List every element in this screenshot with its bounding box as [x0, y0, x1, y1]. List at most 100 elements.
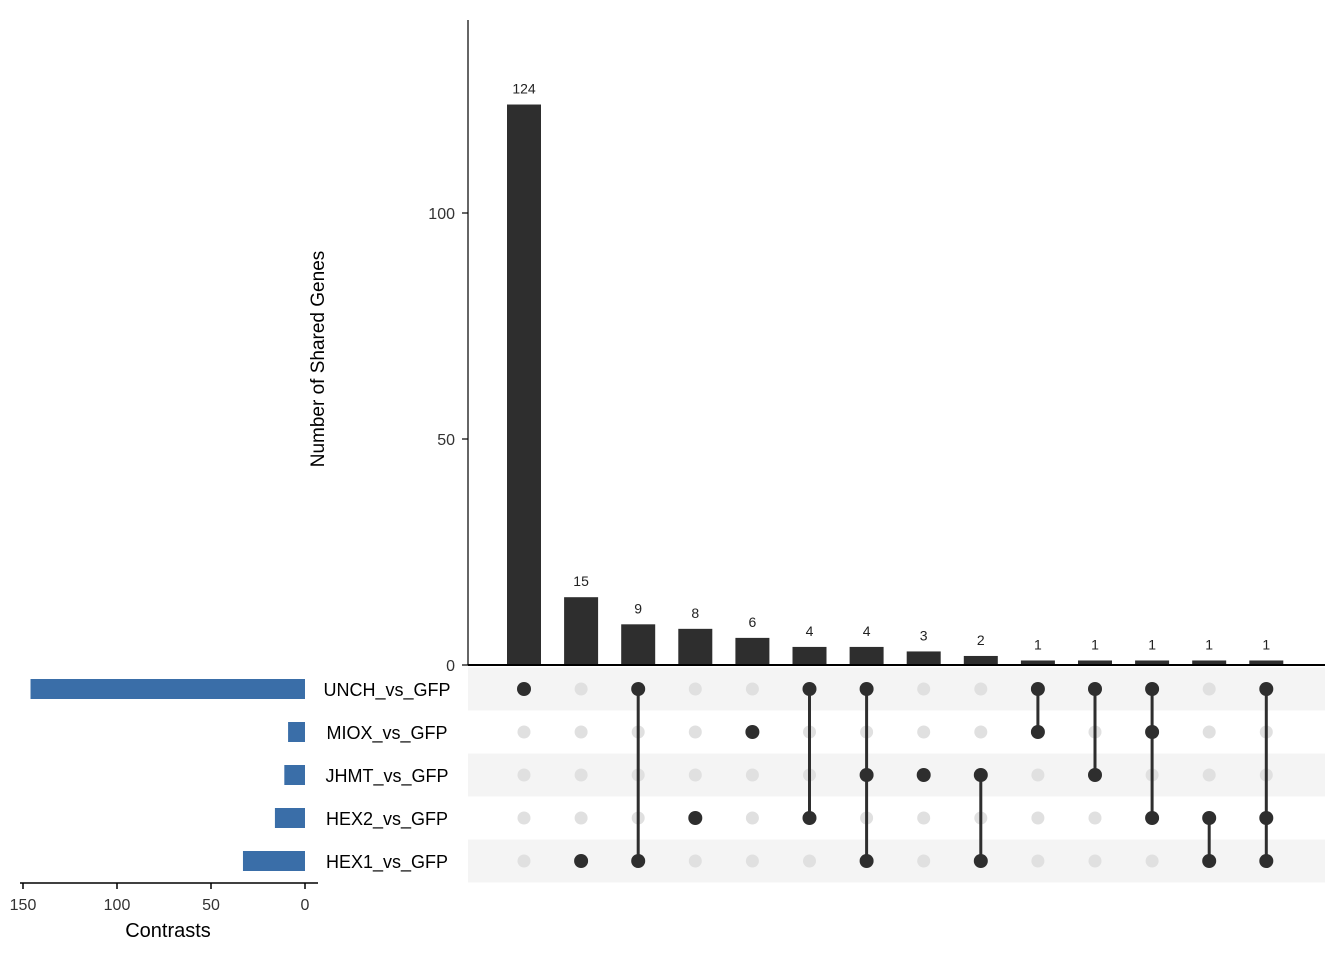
matrix-dot-inactive — [917, 725, 931, 739]
matrix-dot-inactive — [917, 854, 931, 868]
bar-value-label: 3 — [920, 627, 928, 643]
matrix-dot-active — [1088, 768, 1102, 782]
matrix-dot-inactive — [517, 725, 531, 739]
matrix-dot-active — [1030, 682, 1045, 696]
matrix-dot-inactive — [917, 682, 931, 696]
bar-value-label: 6 — [749, 614, 757, 630]
matrix-dot-active — [631, 682, 646, 696]
set-size-bar — [274, 808, 305, 828]
matrix-dot-inactive — [803, 854, 816, 868]
bar-value-label: 4 — [806, 623, 814, 639]
bar-value-label: 8 — [691, 605, 699, 621]
set-size-bars: UNCH_vs_GFP MIOX_vs_GFP JHMT_vs_GFP HEX2_vs… — [30, 679, 451, 873]
set-name-label: JHMT_vs_GFP — [325, 766, 448, 787]
set-size-bar — [30, 679, 306, 699]
set-name-label: MIOX_vs_GFP — [326, 723, 447, 744]
intersection-bar — [963, 655, 998, 665]
matrix-dot-inactive — [917, 811, 931, 825]
y-axis-title: Number of Shared Genes — [308, 251, 329, 468]
matrix-dot-inactive — [574, 725, 588, 739]
matrix-dot-active — [802, 811, 817, 825]
bar-value-label: 1 — [1148, 636, 1156, 652]
matrix-dot-active — [973, 768, 988, 782]
y-axis: 0 50 100 — [428, 20, 1325, 675]
intersection-bar — [906, 651, 941, 665]
bar-value-label: 4 — [863, 623, 871, 639]
intersection-bar — [621, 624, 656, 665]
matrix-dot-inactive — [688, 768, 702, 782]
intersection-bar — [564, 597, 599, 665]
matrix-dot-inactive — [1088, 854, 1102, 868]
matrix-dot-inactive — [1031, 854, 1045, 868]
matrix-dot-inactive — [974, 725, 988, 739]
matrix-dot-inactive — [517, 768, 531, 782]
matrix-stripe — [468, 753, 1325, 797]
matrix-dot-inactive — [745, 854, 759, 868]
matrix-dot-active — [1145, 725, 1160, 739]
matrix-dot-inactive — [517, 811, 531, 825]
matrix-dot-active — [517, 682, 531, 696]
matrix-dot-inactive — [574, 768, 588, 782]
matrix-dot-active — [1088, 682, 1102, 696]
matrix-dot-inactive — [1145, 854, 1159, 868]
matrix-dot-inactive — [688, 682, 702, 696]
matrix-dot-active — [1259, 854, 1274, 868]
bar-value-label: 1 — [1034, 636, 1042, 652]
intersection-bar — [1135, 660, 1170, 665]
intersection-bar — [1192, 660, 1227, 665]
set-name-label: HEX2_vs_GFP — [326, 809, 448, 830]
bar-value-label: 1 — [1091, 636, 1099, 652]
matrix-dot-inactive — [1031, 768, 1045, 782]
matrix-dot-inactive — [745, 768, 759, 782]
matrix-dot-inactive — [1202, 682, 1216, 696]
matrix-dot-active — [745, 725, 760, 739]
matrix-dot-active — [859, 682, 874, 696]
matrix-stripe — [468, 667, 1325, 711]
bar-value-label: 15 — [573, 573, 589, 589]
matrix-dot-active — [688, 811, 703, 825]
set-axis-tick-label: 100 — [104, 897, 131, 914]
intersection-bar — [849, 646, 884, 665]
intersection-bar — [1020, 660, 1055, 665]
matrix-dot-active — [1202, 811, 1217, 825]
matrix-dot-inactive — [688, 854, 702, 868]
set-size-axis: 150 100 50 0 — [10, 882, 318, 914]
membership-matrix — [517, 682, 1274, 868]
set-axis-tick-label: 0 — [301, 897, 310, 914]
matrix-dot-active — [1202, 854, 1217, 868]
bar-value-label: 124 — [512, 81, 536, 97]
matrix-dot-active — [973, 854, 988, 868]
matrix-dot-active — [916, 768, 931, 782]
intersection-bars: 124 15 9 8 6 4 4 3 2 1 1 1 1 1 — [507, 81, 1284, 665]
matrix-stripe — [468, 839, 1325, 883]
y-tick-label: 100 — [428, 206, 455, 223]
intersection-bar — [1249, 660, 1284, 665]
matrix-dot-inactive — [745, 682, 759, 696]
matrix-dot-active — [574, 854, 589, 868]
matrix-dot-inactive — [574, 682, 588, 696]
matrix-dot-active — [1259, 811, 1274, 825]
set-axis-title: Contrasts — [125, 920, 211, 942]
matrix-dot-active — [1259, 682, 1274, 696]
matrix-dot-active — [1145, 682, 1160, 696]
set-axis-tick-label: 150 — [10, 897, 37, 914]
bar-value-label: 1 — [1262, 636, 1270, 652]
intersection-bar — [678, 628, 713, 665]
matrix-dot-active — [1145, 811, 1160, 825]
y-tick-label: 0 — [446, 658, 455, 675]
matrix-dot-inactive — [745, 811, 759, 825]
matrix-dot-active — [859, 768, 874, 782]
bar-value-label: 1 — [1205, 636, 1213, 652]
intersection-bar — [507, 104, 541, 665]
set-name-label: HEX1_vs_GFP — [326, 852, 448, 873]
matrix-dot-inactive — [517, 854, 531, 868]
matrix-dot-inactive — [1202, 725, 1216, 739]
matrix-dot-active — [802, 682, 817, 696]
set-size-bar — [284, 765, 305, 785]
set-axis-tick-label: 50 — [202, 897, 220, 914]
bar-value-label: 2 — [977, 632, 985, 648]
matrix-dot-inactive — [688, 725, 702, 739]
matrix-dot-inactive — [974, 682, 988, 696]
matrix-dot-inactive — [574, 811, 588, 825]
matrix-dot-inactive — [1088, 811, 1102, 825]
